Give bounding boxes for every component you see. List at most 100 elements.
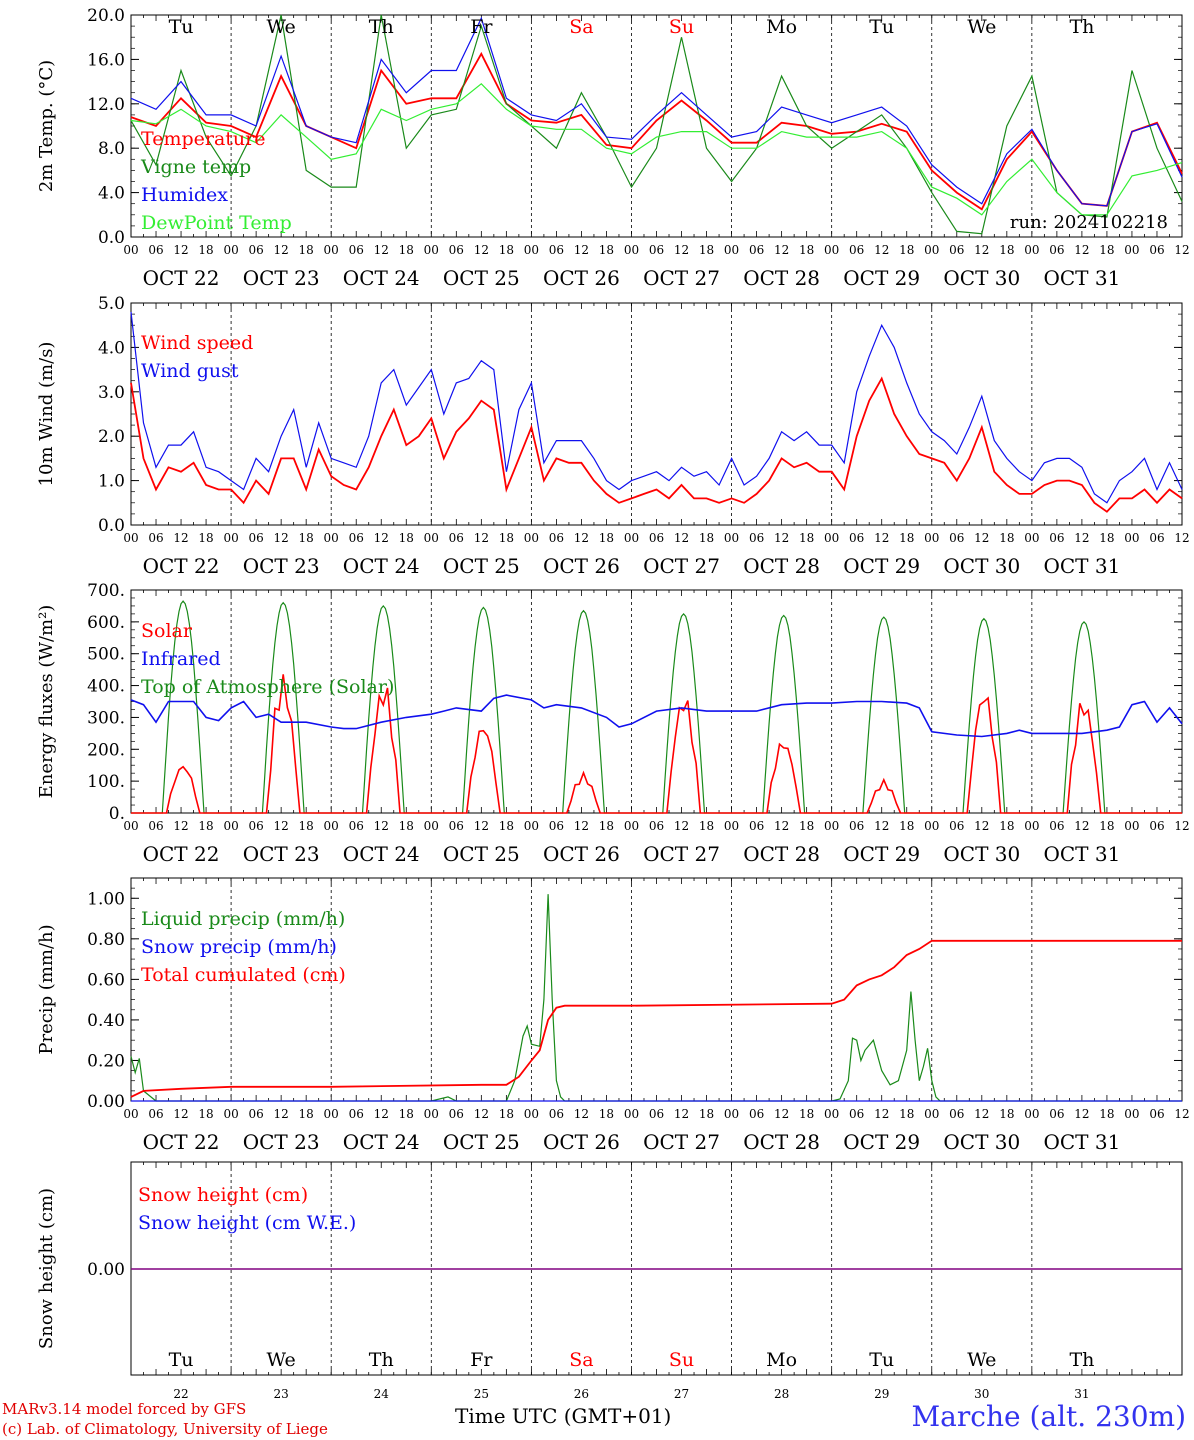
hour-tick-label: 18 xyxy=(399,1107,414,1121)
panel-frame xyxy=(130,302,1183,526)
hour-tick-label: 12 xyxy=(1074,531,1089,545)
date-label: OCT 31 xyxy=(1043,842,1120,866)
legend-entry: Wind speed xyxy=(141,332,253,354)
hour-tick-label: 12 xyxy=(1174,819,1189,833)
y-tick-label: 0.20 xyxy=(87,1051,125,1071)
day-number-label: 31 xyxy=(1074,1387,1089,1401)
weekday-label: Tu xyxy=(169,16,194,38)
y-tick-label: 1.00 xyxy=(87,889,125,909)
hour-tick-label: 00 xyxy=(624,819,639,833)
hour-tick-label: 18 xyxy=(1099,819,1114,833)
date-label: OCT 31 xyxy=(1043,1130,1120,1154)
hour-tick-label: 12 xyxy=(674,819,689,833)
y-tick-label: 0.00 xyxy=(87,1260,125,1280)
weekday-label: We xyxy=(267,1349,296,1371)
weekday-label: Fr xyxy=(470,1349,493,1371)
date-label: OCT 23 xyxy=(243,1130,320,1154)
hour-tick-label: 18 xyxy=(198,531,213,545)
time-axis-label: Time UTC (GMT+01) xyxy=(455,1404,672,1428)
date-label: OCT 22 xyxy=(143,1130,220,1154)
date-label: OCT 28 xyxy=(743,842,820,866)
date-label: OCT 27 xyxy=(643,1130,720,1154)
hour-tick-label: 18 xyxy=(899,819,914,833)
hour-tick-label: 18 xyxy=(1099,243,1114,257)
date-label: OCT 29 xyxy=(843,842,920,866)
hour-tick-label: 00 xyxy=(324,1107,339,1121)
hour-tick-label: 00 xyxy=(624,531,639,545)
solar-line xyxy=(131,674,1182,814)
hour-tick-label: 18 xyxy=(599,819,614,833)
y-axis-label: 2m Temp. (°C) xyxy=(36,60,57,192)
y-tick-label: 0.80 xyxy=(87,930,125,950)
hour-tick-label: 06 xyxy=(649,243,664,257)
hour-tick-label: 12 xyxy=(1174,531,1189,545)
hour-tick-label: 18 xyxy=(1099,531,1114,545)
hour-tick-label: 12 xyxy=(874,819,889,833)
hour-tick-label: 00 xyxy=(324,531,339,545)
hour-tick-label: 06 xyxy=(1149,531,1164,545)
y-tick-label: 0.0 xyxy=(98,228,125,248)
weekday-label: Th xyxy=(1069,1349,1094,1371)
day-number-label: 29 xyxy=(874,1387,889,1401)
legend-entry: Solar xyxy=(141,620,193,642)
hour-tick-label: 12 xyxy=(374,819,389,833)
hour-tick-label: 18 xyxy=(899,243,914,257)
hour-tick-label: 06 xyxy=(1149,819,1164,833)
copyright-credit: (c) Lab. of Climatology, University of L… xyxy=(2,1420,328,1438)
hour-tick-label: 18 xyxy=(299,819,314,833)
hour-tick-label: 00 xyxy=(624,243,639,257)
date-label: OCT 30 xyxy=(943,554,1020,578)
hour-tick-label: 12 xyxy=(374,1107,389,1121)
date-label: OCT 29 xyxy=(843,266,920,290)
hour-tick-label: 06 xyxy=(749,243,764,257)
hour-tick-label: 18 xyxy=(699,1107,714,1121)
hour-tick-label: 00 xyxy=(123,819,138,833)
hour-tick-label: 06 xyxy=(749,531,764,545)
hour-tick-label: 00 xyxy=(1124,819,1139,833)
y-axis-label: Precip (mm/h) xyxy=(36,924,57,1054)
hour-tick-label: 00 xyxy=(924,1107,939,1121)
hour-tick-label: 12 xyxy=(173,531,188,545)
date-label: OCT 30 xyxy=(943,842,1020,866)
legend-entry: Snow height (cm) xyxy=(138,1184,308,1206)
hour-tick-label: 12 xyxy=(474,819,489,833)
date-label: OCT 22 xyxy=(143,842,220,866)
hour-tick-label: 06 xyxy=(549,819,564,833)
hour-tick-label: 00 xyxy=(524,243,539,257)
hour-tick-label: 00 xyxy=(424,531,439,545)
hour-tick-label: 18 xyxy=(499,1107,514,1121)
legend-entry: Vigne temp xyxy=(140,156,251,178)
date-label: OCT 25 xyxy=(443,842,520,866)
hour-tick-label: 00 xyxy=(724,819,739,833)
day-number-label: 26 xyxy=(574,1387,589,1401)
date-label: OCT 25 xyxy=(443,266,520,290)
hour-tick-label: 12 xyxy=(974,531,989,545)
hour-tick-label: 12 xyxy=(1174,1107,1189,1121)
hour-tick-label: 06 xyxy=(549,1107,564,1121)
y-tick-label: 0.60 xyxy=(87,970,125,990)
weekday-label: Mo xyxy=(766,1349,797,1371)
date-label: OCT 25 xyxy=(443,554,520,578)
hour-tick-label: 00 xyxy=(924,531,939,545)
y-tick-label: 0.0 xyxy=(98,516,125,536)
hour-tick-label: 00 xyxy=(724,243,739,257)
hour-tick-label: 18 xyxy=(999,243,1014,257)
hour-tick-label: 12 xyxy=(1174,243,1189,257)
hour-tick-label: 12 xyxy=(474,531,489,545)
hour-tick-label: 00 xyxy=(324,243,339,257)
hour-tick-label: 18 xyxy=(999,531,1014,545)
hour-tick-label: 12 xyxy=(974,819,989,833)
hour-tick-label: 00 xyxy=(123,1107,138,1121)
hour-tick-label: 12 xyxy=(574,1107,589,1121)
toa-solar-line xyxy=(131,600,1182,814)
date-label: OCT 24 xyxy=(343,266,420,290)
hour-tick-label: 00 xyxy=(1024,243,1039,257)
date-label: OCT 28 xyxy=(743,266,820,290)
hour-tick-label: 00 xyxy=(424,1107,439,1121)
day-number-label: 28 xyxy=(774,1387,789,1401)
hour-tick-label: 12 xyxy=(474,243,489,257)
hour-tick-label: 12 xyxy=(774,531,789,545)
y-tick-label: 0. xyxy=(109,804,125,824)
